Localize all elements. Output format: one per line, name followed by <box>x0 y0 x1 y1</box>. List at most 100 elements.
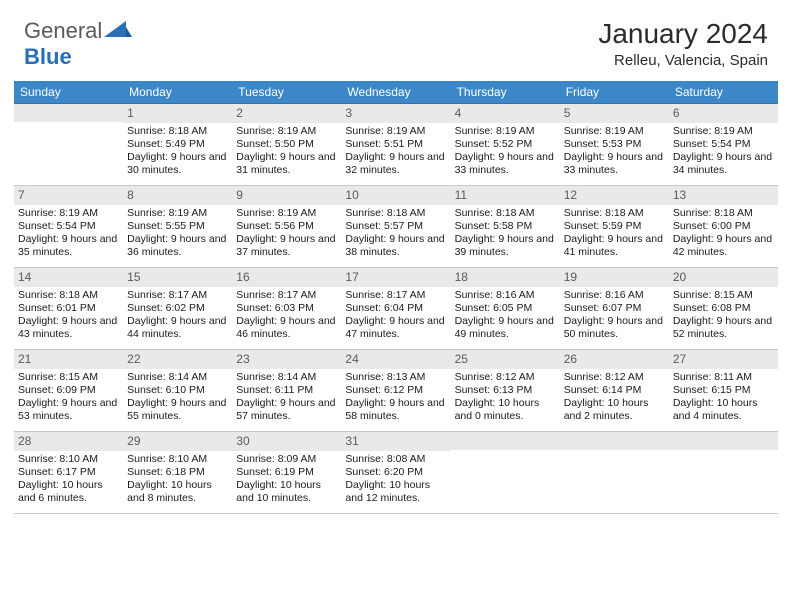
calendar-body: 1Sunrise: 8:18 AMSunset: 5:49 PMDaylight… <box>14 104 778 514</box>
daylight-text: Daylight: 10 hours and 4 minutes. <box>673 397 774 423</box>
daylight-text: Daylight: 9 hours and 30 minutes. <box>127 151 228 177</box>
sunrise-text: Sunrise: 8:14 AM <box>236 371 337 384</box>
weekday-header: Monday <box>123 81 232 104</box>
sunset-text: Sunset: 5:58 PM <box>455 220 556 233</box>
calendar-cell: 12Sunrise: 8:18 AMSunset: 5:59 PMDayligh… <box>560 186 669 268</box>
day-content: Sunrise: 8:19 AMSunset: 5:54 PMDaylight:… <box>669 123 778 180</box>
sunset-text: Sunset: 6:04 PM <box>345 302 446 315</box>
day-content: Sunrise: 8:18 AMSunset: 6:01 PMDaylight:… <box>14 287 123 344</box>
sunset-text: Sunset: 6:05 PM <box>455 302 556 315</box>
day-number: 24 <box>341 350 450 369</box>
sunset-text: Sunset: 5:51 PM <box>345 138 446 151</box>
calendar-cell: 7Sunrise: 8:19 AMSunset: 5:54 PMDaylight… <box>14 186 123 268</box>
day-content: Sunrise: 8:19 AMSunset: 5:53 PMDaylight:… <box>560 123 669 180</box>
daylight-text: Daylight: 9 hours and 33 minutes. <box>455 151 556 177</box>
day-number: 30 <box>232 432 341 451</box>
day-number <box>451 432 560 450</box>
sunrise-text: Sunrise: 8:19 AM <box>18 207 119 220</box>
calendar-cell: 23Sunrise: 8:14 AMSunset: 6:11 PMDayligh… <box>232 350 341 432</box>
calendar-cell: 29Sunrise: 8:10 AMSunset: 6:18 PMDayligh… <box>123 432 232 514</box>
daylight-text: Daylight: 10 hours and 8 minutes. <box>127 479 228 505</box>
daylight-text: Daylight: 9 hours and 50 minutes. <box>564 315 665 341</box>
calendar-cell: 20Sunrise: 8:15 AMSunset: 6:08 PMDayligh… <box>669 268 778 350</box>
sunrise-text: Sunrise: 8:17 AM <box>345 289 446 302</box>
page-header: General January 2024 Relleu, Valencia, S… <box>0 0 792 77</box>
sunrise-text: Sunrise: 8:08 AM <box>345 453 446 466</box>
sunset-text: Sunset: 5:52 PM <box>455 138 556 151</box>
calendar-cell: 1Sunrise: 8:18 AMSunset: 5:49 PMDaylight… <box>123 104 232 186</box>
calendar-cell: 5Sunrise: 8:19 AMSunset: 5:53 PMDaylight… <box>560 104 669 186</box>
sunrise-text: Sunrise: 8:18 AM <box>564 207 665 220</box>
sunset-text: Sunset: 6:19 PM <box>236 466 337 479</box>
daylight-text: Daylight: 9 hours and 35 minutes. <box>18 233 119 259</box>
day-number <box>560 432 669 450</box>
sunset-text: Sunset: 5:56 PM <box>236 220 337 233</box>
sunset-text: Sunset: 6:00 PM <box>673 220 774 233</box>
day-content: Sunrise: 8:13 AMSunset: 6:12 PMDaylight:… <box>341 369 450 426</box>
day-content: Sunrise: 8:12 AMSunset: 6:13 PMDaylight:… <box>451 369 560 426</box>
day-number: 22 <box>123 350 232 369</box>
calendar-cell: 31Sunrise: 8:08 AMSunset: 6:20 PMDayligh… <box>341 432 450 514</box>
calendar-cell: 26Sunrise: 8:12 AMSunset: 6:14 PMDayligh… <box>560 350 669 432</box>
day-content: Sunrise: 8:17 AMSunset: 6:02 PMDaylight:… <box>123 287 232 344</box>
sunset-text: Sunset: 6:13 PM <box>455 384 556 397</box>
sunset-text: Sunset: 5:54 PM <box>18 220 119 233</box>
day-content: Sunrise: 8:19 AMSunset: 5:51 PMDaylight:… <box>341 123 450 180</box>
logo-text-blue: Blue <box>24 44 72 69</box>
sunrise-text: Sunrise: 8:17 AM <box>236 289 337 302</box>
day-number: 9 <box>232 186 341 205</box>
day-content: Sunrise: 8:16 AMSunset: 6:05 PMDaylight:… <box>451 287 560 344</box>
weekday-header: Saturday <box>669 81 778 104</box>
sunrise-text: Sunrise: 8:18 AM <box>18 289 119 302</box>
day-number: 6 <box>669 104 778 123</box>
sunset-text: Sunset: 6:03 PM <box>236 302 337 315</box>
sunset-text: Sunset: 5:54 PM <box>673 138 774 151</box>
day-number: 28 <box>14 432 123 451</box>
day-content: Sunrise: 8:15 AMSunset: 6:08 PMDaylight:… <box>669 287 778 344</box>
day-number: 5 <box>560 104 669 123</box>
logo: General <box>24 18 134 44</box>
sunrise-text: Sunrise: 8:19 AM <box>236 207 337 220</box>
calendar-week-row: 1Sunrise: 8:18 AMSunset: 5:49 PMDaylight… <box>14 104 778 186</box>
weekday-header: Sunday <box>14 81 123 104</box>
day-content: Sunrise: 8:18 AMSunset: 5:58 PMDaylight:… <box>451 205 560 262</box>
day-content: Sunrise: 8:19 AMSunset: 5:54 PMDaylight:… <box>14 205 123 262</box>
sunset-text: Sunset: 6:02 PM <box>127 302 228 315</box>
calendar-week-row: 14Sunrise: 8:18 AMSunset: 6:01 PMDayligh… <box>14 268 778 350</box>
sunrise-text: Sunrise: 8:19 AM <box>345 125 446 138</box>
sunset-text: Sunset: 6:08 PM <box>673 302 774 315</box>
day-content: Sunrise: 8:18 AMSunset: 6:00 PMDaylight:… <box>669 205 778 262</box>
day-number: 11 <box>451 186 560 205</box>
daylight-text: Daylight: 9 hours and 47 minutes. <box>345 315 446 341</box>
day-content: Sunrise: 8:15 AMSunset: 6:09 PMDaylight:… <box>14 369 123 426</box>
sunset-text: Sunset: 6:01 PM <box>18 302 119 315</box>
day-number: 31 <box>341 432 450 451</box>
day-number: 18 <box>451 268 560 287</box>
daylight-text: Daylight: 9 hours and 46 minutes. <box>236 315 337 341</box>
day-number: 10 <box>341 186 450 205</box>
daylight-text: Daylight: 10 hours and 6 minutes. <box>18 479 119 505</box>
weekday-header-row: Sunday Monday Tuesday Wednesday Thursday… <box>14 81 778 104</box>
weekday-header: Friday <box>560 81 669 104</box>
sunset-text: Sunset: 6:15 PM <box>673 384 774 397</box>
daylight-text: Daylight: 9 hours and 38 minutes. <box>345 233 446 259</box>
day-content: Sunrise: 8:18 AMSunset: 5:49 PMDaylight:… <box>123 123 232 180</box>
sunrise-text: Sunrise: 8:15 AM <box>18 371 119 384</box>
calendar-cell: 10Sunrise: 8:18 AMSunset: 5:57 PMDayligh… <box>341 186 450 268</box>
calendar-cell: 16Sunrise: 8:17 AMSunset: 6:03 PMDayligh… <box>232 268 341 350</box>
sunset-text: Sunset: 6:07 PM <box>564 302 665 315</box>
calendar-cell: 30Sunrise: 8:09 AMSunset: 6:19 PMDayligh… <box>232 432 341 514</box>
daylight-text: Daylight: 9 hours and 37 minutes. <box>236 233 337 259</box>
day-number: 7 <box>14 186 123 205</box>
day-content: Sunrise: 8:08 AMSunset: 6:20 PMDaylight:… <box>341 451 450 508</box>
daylight-text: Daylight: 9 hours and 33 minutes. <box>564 151 665 177</box>
calendar-cell: 14Sunrise: 8:18 AMSunset: 6:01 PMDayligh… <box>14 268 123 350</box>
day-number: 29 <box>123 432 232 451</box>
day-number: 13 <box>669 186 778 205</box>
sunset-text: Sunset: 5:55 PM <box>127 220 228 233</box>
sunset-text: Sunset: 6:17 PM <box>18 466 119 479</box>
sunset-text: Sunset: 5:50 PM <box>236 138 337 151</box>
day-number <box>669 432 778 450</box>
day-number: 14 <box>14 268 123 287</box>
day-content: Sunrise: 8:14 AMSunset: 6:10 PMDaylight:… <box>123 369 232 426</box>
